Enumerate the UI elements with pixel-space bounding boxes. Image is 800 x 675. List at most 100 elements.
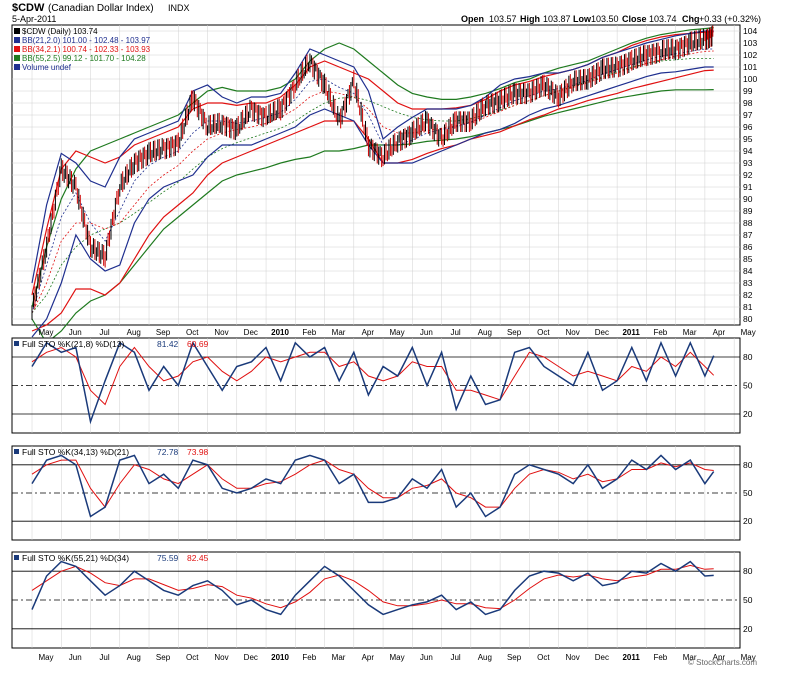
price-tick-label: 82 <box>743 290 753 300</box>
bottom-month-label: May <box>38 653 53 662</box>
bottom-month-label: Feb <box>302 653 316 662</box>
bottom-month-label: Mar <box>683 653 697 662</box>
price-month-label: May <box>741 328 756 337</box>
bottom-month-label: Feb <box>653 653 667 662</box>
price-month-label: Nov <box>214 328 228 337</box>
price-month-label: 2010 <box>271 328 289 337</box>
price-tick-label: 81 <box>743 302 753 312</box>
sto1-k-value: 81.42 <box>157 339 179 349</box>
close-value: 103.74 <box>649 14 677 24</box>
low-value: 103.50 <box>591 14 619 24</box>
price-month-label: Oct <box>186 328 199 337</box>
sto3-k-line <box>31 560 714 616</box>
price-tick-label: 102 <box>743 50 757 60</box>
price-tick-label: 104 <box>743 26 757 36</box>
sto1-tick-label: 20 <box>743 409 753 419</box>
price-tick-label: 91 <box>743 182 753 192</box>
chg-label: Chg <box>682 14 700 24</box>
price-tick-label: 98 <box>743 98 753 108</box>
bottom-month-label: Dec <box>595 653 609 662</box>
price-month-label: Dec <box>244 328 258 337</box>
bb55-upper-line <box>31 27 714 308</box>
price-month-label: Mar <box>683 328 697 337</box>
price-tick-label: 101 <box>743 62 757 72</box>
price-tick-label: 100 <box>743 74 757 84</box>
bb21-lower-line <box>31 66 714 338</box>
sto1-d-line <box>31 346 715 406</box>
bottom-month-label: Dec <box>244 653 258 662</box>
bottom-month-label: Oct <box>186 653 199 662</box>
price-tick-label: 84 <box>743 266 753 276</box>
price-tick-label: 87 <box>743 230 753 240</box>
high-label: High <box>520 14 540 24</box>
bottom-month-label: Aug <box>478 653 492 662</box>
bottom-month-label: Sep <box>507 653 522 662</box>
bottom-month-label: 2011 <box>622 653 640 662</box>
price-month-label: Mar <box>332 328 346 337</box>
price-month-label: Sep <box>156 328 171 337</box>
price-tick-label: 93 <box>743 158 753 168</box>
sto2-d-line <box>31 459 714 508</box>
close-label: Close <box>622 14 647 24</box>
legend-entry: BB(34,2.1) 100.74 - 102.33 - 103.93 <box>22 45 151 54</box>
price-month-label: Aug <box>127 328 141 337</box>
bottom-month-label: May <box>390 653 405 662</box>
legend-entry: $CDW (Daily) 103.74 <box>22 27 98 36</box>
sto2-title-swatch <box>14 449 19 454</box>
price-month-label: Aug <box>478 328 492 337</box>
bottom-month-label: Mar <box>332 653 346 662</box>
price-tick-label: 97 <box>743 110 753 120</box>
sto3-tick-label: 50 <box>743 595 753 605</box>
open-value: 103.57 <box>489 14 517 24</box>
price-month-label: Nov <box>565 328 579 337</box>
legend-entry: Volume undef <box>22 63 72 72</box>
price-tick-label: 83 <box>743 278 753 288</box>
sto2-tick-label: 50 <box>743 488 753 498</box>
chg-value: +0.33 (+0.32%) <box>699 14 761 24</box>
price-tick-label: 90 <box>743 194 753 204</box>
credit: © StockCharts.com <box>688 658 757 667</box>
bottom-month-label: Sep <box>156 653 171 662</box>
sto1-title: Full STO %K(21,8) %D(13) <box>22 339 125 349</box>
price-month-label: Feb <box>653 328 667 337</box>
price-month-label: May <box>390 328 405 337</box>
price-month-label: Jul <box>99 328 109 337</box>
bottom-month-label: Jun <box>420 653 433 662</box>
price-month-label: Jul <box>450 328 460 337</box>
bottom-month-label: Jun <box>69 653 82 662</box>
price-tick-label: 99 <box>743 86 753 96</box>
price-month-label: Apr <box>362 328 375 337</box>
sto1-d-value: 60.69 <box>187 339 209 349</box>
price-tick-label: 95 <box>743 134 753 144</box>
sto3-tick-label: 80 <box>743 566 753 576</box>
sto2-title: Full STO %K(34,13) %D(21) <box>22 447 129 457</box>
legend-entry: BB(55,2.5) 99.12 - 101.70 - 104.28 <box>22 54 146 63</box>
bb21-middle-line <box>31 48 714 314</box>
bottom-month-label: 2010 <box>271 653 289 662</box>
panels: 80 81 82 83 84 85 86 87 88 89 90 91 92 93 94 95 96 97 98 99… <box>11 24 757 662</box>
legend-swatch <box>14 64 20 70</box>
bottom-month-label: Jul <box>450 653 460 662</box>
header-date: 5-Apr-2011 <box>12 14 56 24</box>
sto2-k-line <box>31 454 715 518</box>
price-tick-label: 80 <box>743 314 753 324</box>
sto3-title-swatch <box>14 555 19 560</box>
bottom-month-label: Nov <box>214 653 228 662</box>
price-month-label: 2011 <box>622 328 640 337</box>
sto2-tick-label: 20 <box>743 516 753 526</box>
price-tick-label: 86 <box>743 242 753 252</box>
price-tick-label: 85 <box>743 254 753 264</box>
high-value: 103.87 <box>543 14 571 24</box>
sto3-k-value: 75.59 <box>157 553 179 563</box>
price-month-label: Jun <box>69 328 82 337</box>
bottom-month-label: Nov <box>565 653 579 662</box>
price-month-label: Dec <box>595 328 609 337</box>
price-tick-label: 89 <box>743 206 753 216</box>
legend-swatch <box>14 37 20 43</box>
sto1-k-line <box>31 340 715 425</box>
sto1-tick-label: 50 <box>743 381 753 391</box>
bottom-month-label: Apr <box>362 653 375 662</box>
bottom-month-label: Aug <box>127 653 141 662</box>
